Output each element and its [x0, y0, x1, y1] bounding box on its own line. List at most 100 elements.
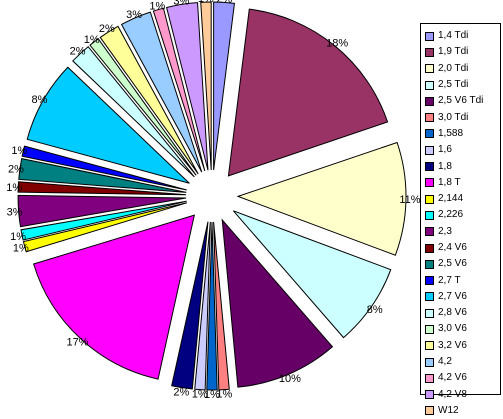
- pie-slice-8: [171, 221, 209, 390]
- pie-slice-12: [17, 194, 187, 228]
- slice-percent-label: 1%: [198, 0, 214, 5]
- legend-label: 1,588: [438, 127, 464, 139]
- pie-slice-16: [26, 66, 190, 184]
- pie-slice-4: [221, 218, 334, 388]
- legend-item: 2,8 V6: [425, 305, 500, 321]
- slice-percent-label: 1%: [10, 231, 26, 243]
- slice-percent-label: 2%: [173, 387, 189, 399]
- slice-percent-label: 1%: [192, 389, 208, 401]
- pie-slice-6: [206, 221, 218, 391]
- legend-item: 1,8 T: [425, 175, 500, 191]
- slice-percent-label: 8%: [32, 94, 48, 106]
- legend-label: 2,7 V6: [438, 290, 467, 302]
- legend-item: 2,3: [425, 224, 500, 240]
- slice-percent-label: 18%: [326, 38, 348, 50]
- legend-label: 2,226: [438, 209, 464, 221]
- legend-item: 1,8: [425, 158, 500, 174]
- slice-percent-label: 17%: [67, 336, 89, 348]
- legend-item: 2,144: [425, 191, 500, 207]
- legend-swatch: [425, 276, 434, 286]
- legend-label: 2,8 V6: [438, 307, 467, 319]
- slice-percent-label: 3%: [126, 9, 142, 21]
- pie-slice-7: [194, 221, 211, 391]
- legend-swatch: [425, 145, 434, 155]
- legend-swatch: [425, 357, 434, 367]
- legend-swatch: [425, 162, 434, 172]
- legend-label: 2,5 Tdi: [438, 79, 469, 91]
- pie-slice-15: [21, 145, 187, 191]
- pie-chart: 2%18%11%8%10%1%1%1%2%17%1%1%3%1%2%1%8%2%…: [6, 0, 420, 401]
- legend-item: 1,4 Tdi: [425, 28, 500, 44]
- legend-swatch: [425, 406, 434, 416]
- legend-item: 1,6: [425, 142, 500, 158]
- legend-swatch: [425, 243, 434, 253]
- legend-label: 4,2 V6: [438, 372, 467, 384]
- pie-slice-13: [17, 181, 187, 196]
- legend-item: 3,0 Tdi: [425, 109, 500, 125]
- legend-label: 2,3: [438, 225, 452, 237]
- slice-percent-label: 11%: [399, 194, 420, 206]
- legend-item: 4,2 V8: [425, 387, 500, 403]
- legend-swatch: [425, 96, 434, 106]
- pie-slice-23: [200, 1, 212, 171]
- legend-swatch: [425, 129, 434, 139]
- legend-swatch: [425, 227, 434, 237]
- legend-item: W12: [425, 403, 500, 419]
- legend-item: 1,588: [425, 126, 500, 142]
- slice-percent-label: 1%: [84, 34, 100, 46]
- pie-slice-21: [152, 7, 206, 172]
- legend-item: 2,7 V6: [425, 289, 500, 305]
- legend-label: 3,0 V6: [438, 323, 467, 335]
- legend-swatch: [425, 31, 434, 41]
- slice-percent-label: 1%: [149, 1, 165, 13]
- legend-swatch: [425, 292, 434, 302]
- pie-slice-1: [227, 8, 389, 177]
- legend-swatch: [425, 341, 434, 351]
- legend-item: 2,5 V6 Tdi: [425, 93, 500, 109]
- legend-item: 2,7 T: [425, 272, 500, 288]
- legend-swatch: [425, 373, 434, 383]
- legend-item: 2,5 V6: [425, 256, 500, 272]
- slice-percent-label: 2%: [99, 23, 115, 35]
- pie-slice-14: [18, 158, 187, 193]
- legend: 1,4 Tdi 1,9 Tdi 2,0 Tdi 2,5 Tdi 2,5 V6 Tdi 3,…: [420, 23, 501, 416]
- slice-percent-label: 1%: [204, 389, 220, 401]
- legend-swatch: [425, 324, 434, 334]
- legend-label: 4,2: [438, 356, 452, 368]
- legend-swatch: [425, 390, 434, 400]
- legend-swatch: [425, 210, 434, 220]
- pie-slice-5: [213, 221, 230, 391]
- slice-percent-label: 2%: [8, 163, 24, 175]
- pie-slice-2: [236, 141, 407, 256]
- legend-item: 4,2 V6: [425, 370, 500, 386]
- pie-slice-22: [165, 2, 209, 171]
- slice-percent-label: 3%: [7, 206, 23, 218]
- legend-label: 1,8 T: [438, 176, 461, 188]
- legend-item: 2,226: [425, 207, 500, 223]
- legend-swatch: [425, 47, 434, 57]
- legend-label: 3,2 V6: [438, 339, 467, 351]
- legend-item: 3,2 V6: [425, 338, 500, 354]
- legend-label: 3,0 Tdi: [438, 111, 469, 123]
- legend-label: 4,2 V8: [438, 388, 467, 400]
- slice-percent-label: 1%: [13, 243, 29, 255]
- legend-label: 2,144: [438, 193, 464, 205]
- slice-percent-label: 1%: [11, 145, 27, 157]
- legend-label: 1,9 Tdi: [438, 46, 469, 58]
- legend-item: 2,5 Tdi: [425, 77, 500, 93]
- legend-item: 1,9 Tdi: [425, 44, 500, 60]
- slice-percent-label: 1%: [6, 182, 22, 194]
- legend-item: 2,0 Tdi: [425, 61, 500, 77]
- legend-swatch: [425, 178, 434, 188]
- legend-label: 2,5 V6 Tdi: [438, 95, 484, 107]
- slice-percent-label: 3%: [173, 0, 189, 7]
- pie-slice-20: [120, 11, 203, 173]
- slice-percent-label: 2%: [70, 46, 86, 58]
- pie-slice-0: [213, 1, 236, 171]
- legend-swatch: [425, 308, 434, 318]
- legend-item: 2,4 V6: [425, 240, 500, 256]
- legend-swatch: [425, 113, 434, 123]
- legend-swatch: [425, 80, 434, 90]
- pie-slice-11: [20, 200, 187, 241]
- legend-swatch: [425, 194, 434, 204]
